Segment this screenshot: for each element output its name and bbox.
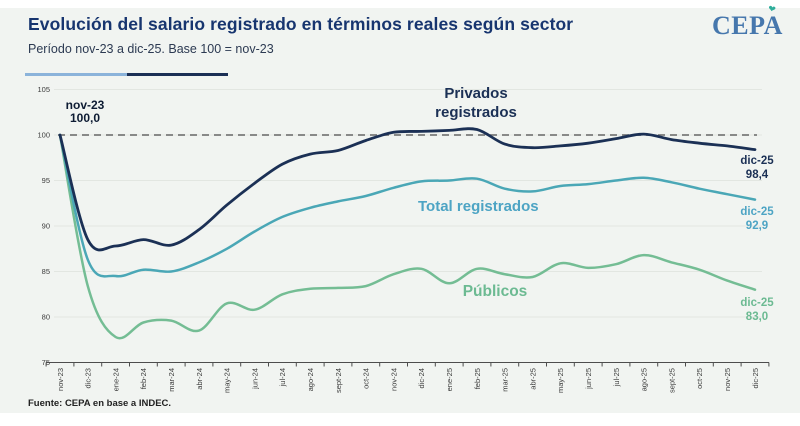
x-tick-label: may-25 <box>556 368 565 393</box>
x-tick-label: ene-24 <box>111 368 120 391</box>
end-value-total: dic-25 92,9 <box>740 206 774 232</box>
divider-bar <box>25 73 228 76</box>
x-tick-label: jun-25 <box>584 368 593 390</box>
x-tick-label: feb-24 <box>139 368 148 389</box>
x-tick-label: abr-25 <box>528 368 537 390</box>
top-white-strip <box>0 0 800 8</box>
series-label-publicos: Públicos <box>462 283 528 300</box>
x-tick-label: dic-23 <box>84 368 93 388</box>
y-tick-label: 105 <box>37 85 50 94</box>
x-tick-label: mar-24 <box>167 368 176 392</box>
bottom-white-strip <box>0 413 800 426</box>
x-tick-label: nov-25 <box>723 368 732 391</box>
x-tick-label: mar-25 <box>501 368 510 392</box>
y-tick-label: 95 <box>42 176 50 185</box>
x-tick-label: dic-24 <box>417 368 426 388</box>
x-tick-label: jul-24 <box>278 368 287 387</box>
line-privados-registrados <box>58 127 757 252</box>
annotation-base-value: nov-23 100,0 <box>65 98 105 125</box>
y-tick-label: 85 <box>42 267 50 276</box>
x-tick-label: sept-25 <box>667 368 676 393</box>
x-tick-label: oct-24 <box>362 368 371 389</box>
x-tick-label: ene-25 <box>445 368 454 391</box>
series-label-privados: Privados registrados <box>435 85 517 121</box>
x-tick-label: jun-24 <box>250 368 259 390</box>
divider-light-segment <box>25 73 127 76</box>
x-tick-label: oct-25 <box>695 368 704 389</box>
source-note: Fuente: CEPA en base a INDEC. <box>28 398 172 409</box>
x-tick-label: nov-24 <box>389 368 398 391</box>
cepa-logo-text: CEPA <box>712 11 783 40</box>
x-tick-label: ago-24 <box>306 368 315 391</box>
divider-dark-segment <box>127 73 228 76</box>
cepa-logo: CEPA ❤ <box>712 4 783 41</box>
y-tick-label: 90 <box>42 222 50 231</box>
y-tick-label: 80 <box>42 313 50 322</box>
x-tick-label: feb-25 <box>473 368 482 389</box>
page-title: Evolución del salario registrado en térm… <box>28 14 574 34</box>
x-tick-label: abr-24 <box>195 368 204 390</box>
line-p-blicos <box>58 133 757 340</box>
x-tick-label: ago-25 <box>640 368 649 391</box>
end-value-privados: dic-25 98,4 <box>740 155 774 181</box>
x-tick-label: dic-25 <box>751 368 760 388</box>
x-tick-label: jul-25 <box>612 368 621 387</box>
page-subtitle: Período nov-23 a dic-25. Base 100 = nov-… <box>28 42 274 56</box>
end-value-publicos: dic-25 83,0 <box>740 297 774 323</box>
y-tick-label: 100 <box>37 131 50 140</box>
x-tick-label: sept-24 <box>334 368 343 393</box>
line-total-registrados <box>58 133 757 278</box>
x-tick-label: may-24 <box>223 368 232 393</box>
series-label-total: Total registrados <box>418 198 539 215</box>
x-tick-label: nov-23 <box>56 368 65 391</box>
